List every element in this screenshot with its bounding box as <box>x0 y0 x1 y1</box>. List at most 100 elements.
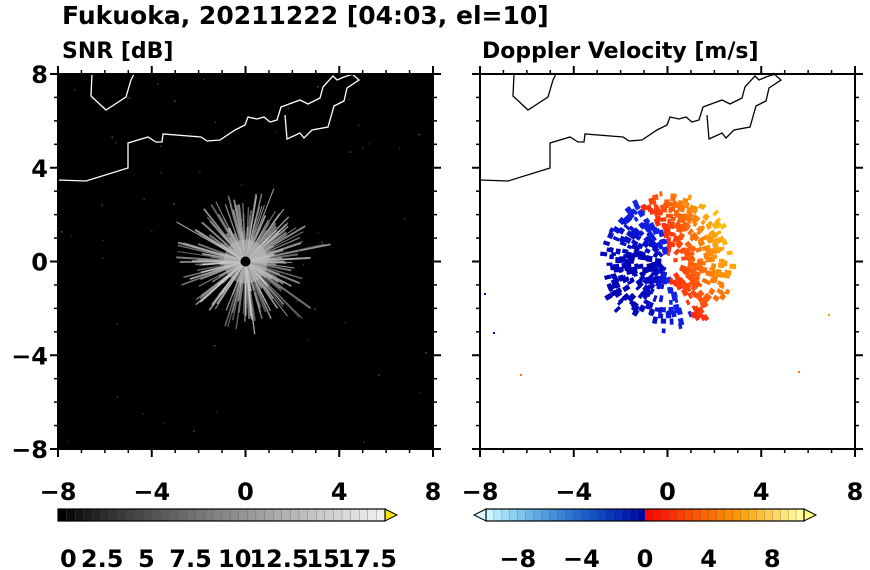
snr-panel-title: SNR [dB] <box>62 39 173 64</box>
velocity-echo-cell <box>657 313 664 319</box>
velocity-echo-cell <box>639 270 646 278</box>
snr-colorbar-cell <box>350 508 360 522</box>
velocity-echo-cell <box>627 256 634 263</box>
velocity-echo-cell <box>705 280 711 286</box>
velocity-echo-cell <box>674 274 681 282</box>
velocity-echo-cell <box>629 231 637 239</box>
velocity-echo-cell <box>632 268 638 275</box>
velocity-echo-cell <box>606 231 615 240</box>
snr-noise-dot <box>115 141 117 144</box>
velocity-echo-cell <box>627 295 635 303</box>
velocity-echo-cell <box>687 228 694 236</box>
velocity-colorbar-cell <box>708 508 717 522</box>
velocity-echo-cell <box>604 274 612 281</box>
snr-colorbar-cell <box>324 508 334 522</box>
snr-noise-dot <box>214 121 216 124</box>
velocity-echo-cell <box>645 204 653 213</box>
velocity-echo-cell <box>659 238 667 246</box>
velocity-colorbar-cell <box>485 508 495 522</box>
velocity-echo-cell <box>684 240 691 248</box>
snr-noise-dot <box>321 241 323 244</box>
velocity-colorbar-cell <box>652 508 662 522</box>
snr-colorbar-cell <box>143 508 154 522</box>
snr-noise-dot <box>192 430 195 432</box>
x-tick-label: −4 <box>555 478 592 506</box>
velocity-colorbar-label: 8 <box>764 545 781 570</box>
snr-colorbar-cell <box>221 508 231 522</box>
velocity-echo-cell <box>643 266 651 274</box>
velocity-colorbar-cell <box>605 508 614 522</box>
velocity-coastline <box>479 72 783 182</box>
snr-noise-dot <box>203 78 206 81</box>
snr-noise-dot <box>378 374 380 376</box>
velocity-echo-cell <box>705 270 713 277</box>
velocity-echo-cell <box>686 211 694 220</box>
velocity-echo-cell <box>654 258 662 263</box>
x-tick-label: −8 <box>40 478 77 506</box>
snr-noise-dot <box>302 263 305 266</box>
velocity-echo-cell <box>718 271 726 278</box>
velocity-echo-cell <box>689 231 698 240</box>
snr-colorbar-cell <box>281 508 291 522</box>
velocity-echo-cell <box>700 219 707 226</box>
velocity-echo-cell <box>716 288 724 295</box>
snr-colorbar-cell <box>333 508 343 522</box>
velocity-echo-cell <box>653 250 660 257</box>
velocity-echo-cell <box>615 248 621 255</box>
velocity-echo-cell <box>643 236 651 244</box>
velocity-isolated-echo <box>828 314 830 316</box>
snr-noise-dot <box>368 143 371 145</box>
velocity-colorbar-cell <box>621 508 630 522</box>
snr-noise-dot <box>253 290 255 293</box>
snr-noise-dot <box>128 97 131 99</box>
velocity-echo-cell <box>612 275 619 281</box>
snr-noise-dot <box>156 83 159 85</box>
velocity-echo-cell <box>612 235 620 242</box>
velocity-echo-cell <box>611 251 617 257</box>
velocity-colorbar-cell <box>732 508 741 522</box>
velocity-echo-cell <box>659 306 667 313</box>
velocity-echo-cell <box>659 283 665 290</box>
velocity-echo-cell <box>678 247 686 255</box>
snr-noise-dot <box>159 145 162 148</box>
velocity-echo-cell <box>702 295 709 302</box>
velocity-echo-cell <box>632 199 639 206</box>
velocity-echo-cell <box>707 252 714 257</box>
velocity-echo-cell <box>640 289 648 298</box>
snr-colorbar-cell <box>83 508 93 522</box>
snr-colorbar-cell <box>75 508 85 522</box>
velocity-echo-cell <box>718 283 725 289</box>
velocity-echo-cell <box>654 307 661 313</box>
velocity-echo-cell <box>633 216 639 222</box>
velocity-echo-cell <box>692 265 701 271</box>
velocity-colorbar-cell <box>644 508 654 522</box>
snr-colorbar-cell <box>161 508 171 522</box>
velocity-echo-cell <box>643 298 650 306</box>
snr-colorbar-cell <box>290 508 300 522</box>
velocity-radar-site-marker <box>661 255 674 268</box>
velocity-isolated-echo <box>520 374 522 376</box>
velocity-echo-cell <box>702 301 709 308</box>
velocity-echo-cell <box>604 292 613 301</box>
velocity-echo-cell <box>657 267 664 275</box>
velocity-echo-cell <box>638 221 646 229</box>
snr-colorbar-cell <box>100 508 111 522</box>
velocity-echo-cell <box>662 223 669 231</box>
velocity-echo-cell <box>622 277 630 284</box>
snr-colorbar-cell <box>307 508 317 522</box>
snr-noise-dot <box>296 300 298 302</box>
snr-colorbar-cell <box>118 508 128 522</box>
velocity-echo-cell <box>711 263 717 269</box>
velocity-colorbar-cell <box>660 508 670 522</box>
velocity-colorbar-cell <box>676 508 686 522</box>
velocity-echo-cell <box>712 294 720 302</box>
velocity-echo-cell <box>658 295 664 303</box>
velocity-echo-cell <box>668 223 675 229</box>
snr-colorbar-cell <box>264 508 274 522</box>
y-tick-label: −4 <box>11 342 48 370</box>
velocity-echo-cell <box>718 258 725 263</box>
velocity-echo-cell <box>618 266 624 273</box>
velocity-echo-cell <box>687 292 694 300</box>
velocity-echo-cell <box>613 287 623 296</box>
snr-colorbar-label: 5 <box>138 545 155 570</box>
